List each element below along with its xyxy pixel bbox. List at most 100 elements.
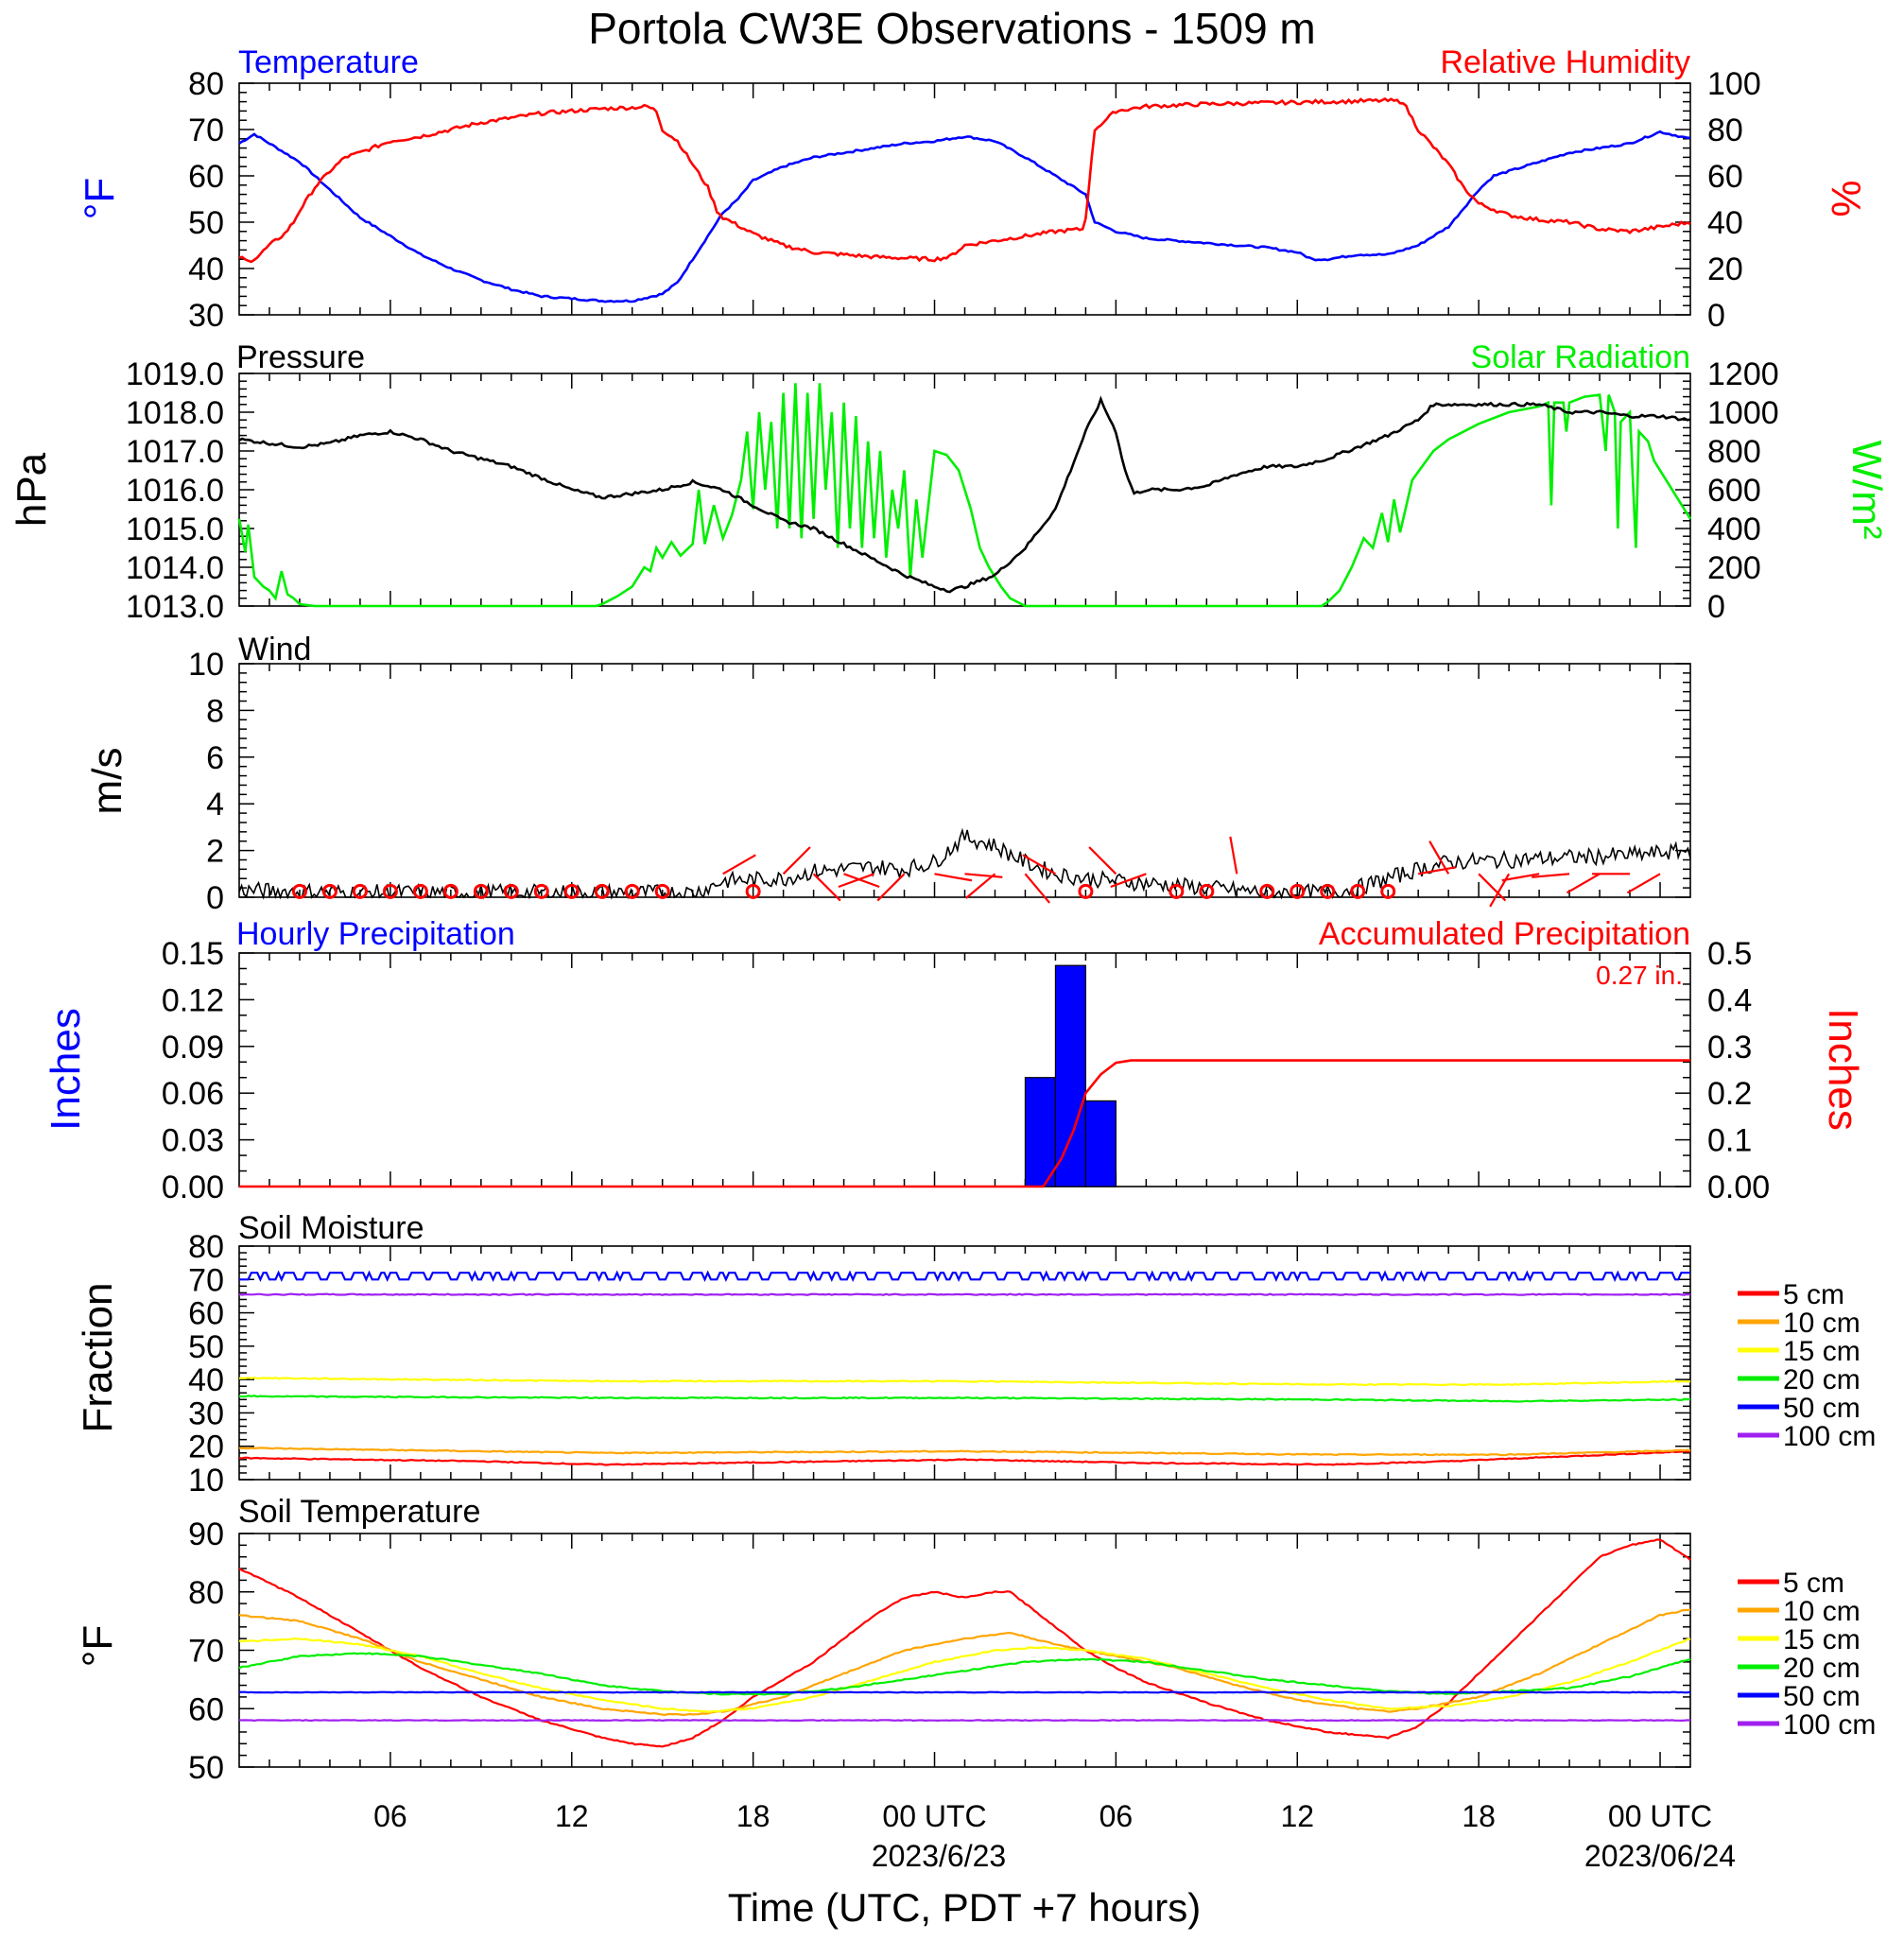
x-date-1: 2023/6/23 — [872, 1839, 1006, 1873]
y-tick-label: 0 — [1707, 298, 1725, 334]
soil-temp-line — [238, 1637, 1691, 1713]
wind-calm-marker — [1350, 883, 1366, 899]
soil-temp-title: Soil Temperature — [238, 1494, 480, 1530]
panel-pressure-solar: Pressure Solar Radiation 1013.01014.0101… — [9, 339, 1890, 625]
wind-calm-marker — [412, 883, 428, 899]
x-tick-label: 00 UTC — [882, 1799, 986, 1833]
pressure-title: Pressure — [236, 339, 365, 375]
panel-wind: Wind 0 2 4 6 8 10 m/s — [84, 632, 1691, 916]
y-tick-label: 80 — [188, 1575, 224, 1611]
legend-label: 50 cm — [1783, 1681, 1861, 1712]
legend-label: 100 cm — [1783, 1709, 1876, 1741]
wind-plot: 0 2 4 6 8 10 — [188, 647, 1691, 916]
wind-calm-marker — [442, 883, 459, 899]
y-tick-label: 40 — [188, 1362, 224, 1398]
humidity-title: Relative Humidity — [1440, 44, 1690, 80]
plot-frame — [238, 82, 1691, 316]
y-tick-label: 60 — [188, 1296, 224, 1332]
y-tick-label: 0.5 — [1707, 936, 1752, 972]
wind-calm-marker — [624, 883, 640, 899]
wind-calm-marker — [291, 883, 307, 899]
y-tick-label: 800 — [1707, 434, 1761, 470]
wind-barb — [1110, 873, 1147, 889]
y-tick-label: 0.09 — [162, 1030, 224, 1066]
y-tick-label: 1015.0 — [126, 511, 224, 547]
wind-barb — [782, 846, 811, 875]
wind-barb — [1229, 836, 1238, 875]
soil-temp-plot: 50 60 70 80 90 — [188, 1516, 1691, 1786]
solar-title: Solar Radiation — [1471, 339, 1690, 375]
solar-ylabel: W/m² — [1843, 440, 1890, 539]
legend-label: 10 cm — [1783, 1596, 1861, 1627]
y-tick-label: 100 — [1707, 66, 1761, 102]
pressure-solar-plot: 1013.01014.01015.01016.01017.01018.01019… — [126, 356, 1779, 625]
hourly-precip-ylabel: Inches — [43, 1008, 89, 1131]
pressure-ylabel: hPa — [9, 452, 55, 527]
y-tick-label: 0.1 — [1707, 1123, 1752, 1159]
soil-moisture-title: Soil Moisture — [238, 1210, 424, 1246]
soil-moisture-line — [239, 1270, 1690, 1282]
y-tick-label: 0.00 — [1707, 1170, 1770, 1205]
y-tick-label: 1200 — [1707, 356, 1779, 392]
x-tick-label: 12 — [1280, 1799, 1314, 1833]
temperature-title: Temperature — [238, 44, 419, 80]
accum-precip-title: Accumulated Precipitation — [1319, 916, 1690, 952]
y-tick-label: 20 — [188, 1430, 224, 1465]
figure-title: Portola CW3E Observations - 1509 m — [588, 4, 1316, 53]
wind-barb — [1501, 873, 1540, 882]
wind-barb — [1022, 854, 1056, 875]
y-tick-label: 80 — [188, 66, 224, 102]
y-tick-label: 40 — [1707, 205, 1743, 241]
soil-temp-ylabel: °F — [75, 1625, 121, 1667]
wind-calm-marker — [1078, 883, 1094, 899]
x-axis-labels: 06 12 18 00 UTC 06 12 18 00 UTC — [373, 1799, 1712, 1833]
panel-precip: Hourly Precipitation Accumulated Precipi… — [43, 916, 1866, 1205]
y-tick-label: 80 — [1707, 113, 1743, 148]
soil-moisture-ylabel: Fraction — [75, 1283, 121, 1433]
temp-rh-plot: 30 40 50 60 70 80 0 20 40 60 80 100 — [188, 66, 1761, 334]
x-axis-label: Time (UTC, PDT +7 hours) — [728, 1885, 1202, 1930]
legend-label: 5 cm — [1783, 1279, 1844, 1310]
soil-moisture-line — [238, 1447, 1691, 1457]
y-tick-label: 200 — [1707, 550, 1761, 586]
wind-title: Wind — [238, 632, 311, 667]
wind-calm-marker — [1259, 883, 1275, 899]
wind-calm-marker — [1290, 883, 1306, 899]
y-tick-label: 10 — [188, 647, 224, 683]
wind-barb — [812, 873, 841, 902]
wind-calm-marker — [1199, 883, 1215, 899]
legend-label: 20 cm — [1783, 1364, 1861, 1395]
wind-barb — [1532, 873, 1570, 878]
y-tick-label: 10 — [188, 1463, 224, 1499]
x-tick-label: 06 — [373, 1799, 407, 1833]
wind-calm-marker — [473, 883, 489, 899]
y-tick-label: 1000 — [1707, 395, 1779, 431]
accumulated-precip-line — [239, 1059, 1690, 1188]
wind-barb — [965, 873, 996, 899]
y-tick-label: 0.06 — [162, 1076, 224, 1112]
y-tick-label: 6 — [206, 740, 224, 776]
wind-calm-marker — [382, 883, 398, 899]
wind-barb — [1428, 841, 1450, 875]
soil-moisture-line — [238, 1292, 1691, 1296]
y-tick-label: 0.12 — [162, 982, 224, 1018]
panel-temp-rh: Temperature Relative Humidity 30 40 50 60 70… — [77, 44, 1869, 334]
wind-calm-marker — [563, 883, 580, 899]
soil-temp-line — [238, 1538, 1691, 1748]
wind-barb — [1417, 866, 1456, 875]
wind-calm-marker — [533, 883, 549, 899]
plot-frame — [238, 663, 1691, 898]
plot-frame — [238, 1533, 1691, 1768]
y-tick-label: 30 — [188, 298, 224, 334]
wind-calm-marker — [321, 883, 338, 899]
temperature-line — [238, 130, 1691, 303]
x-tick-label: 18 — [1462, 1799, 1496, 1833]
y-tick-label: 30 — [188, 1395, 224, 1431]
hourly-precip-bar — [1024, 1077, 1057, 1187]
wind-barb — [876, 873, 906, 902]
x-tick-label: 18 — [736, 1799, 770, 1833]
